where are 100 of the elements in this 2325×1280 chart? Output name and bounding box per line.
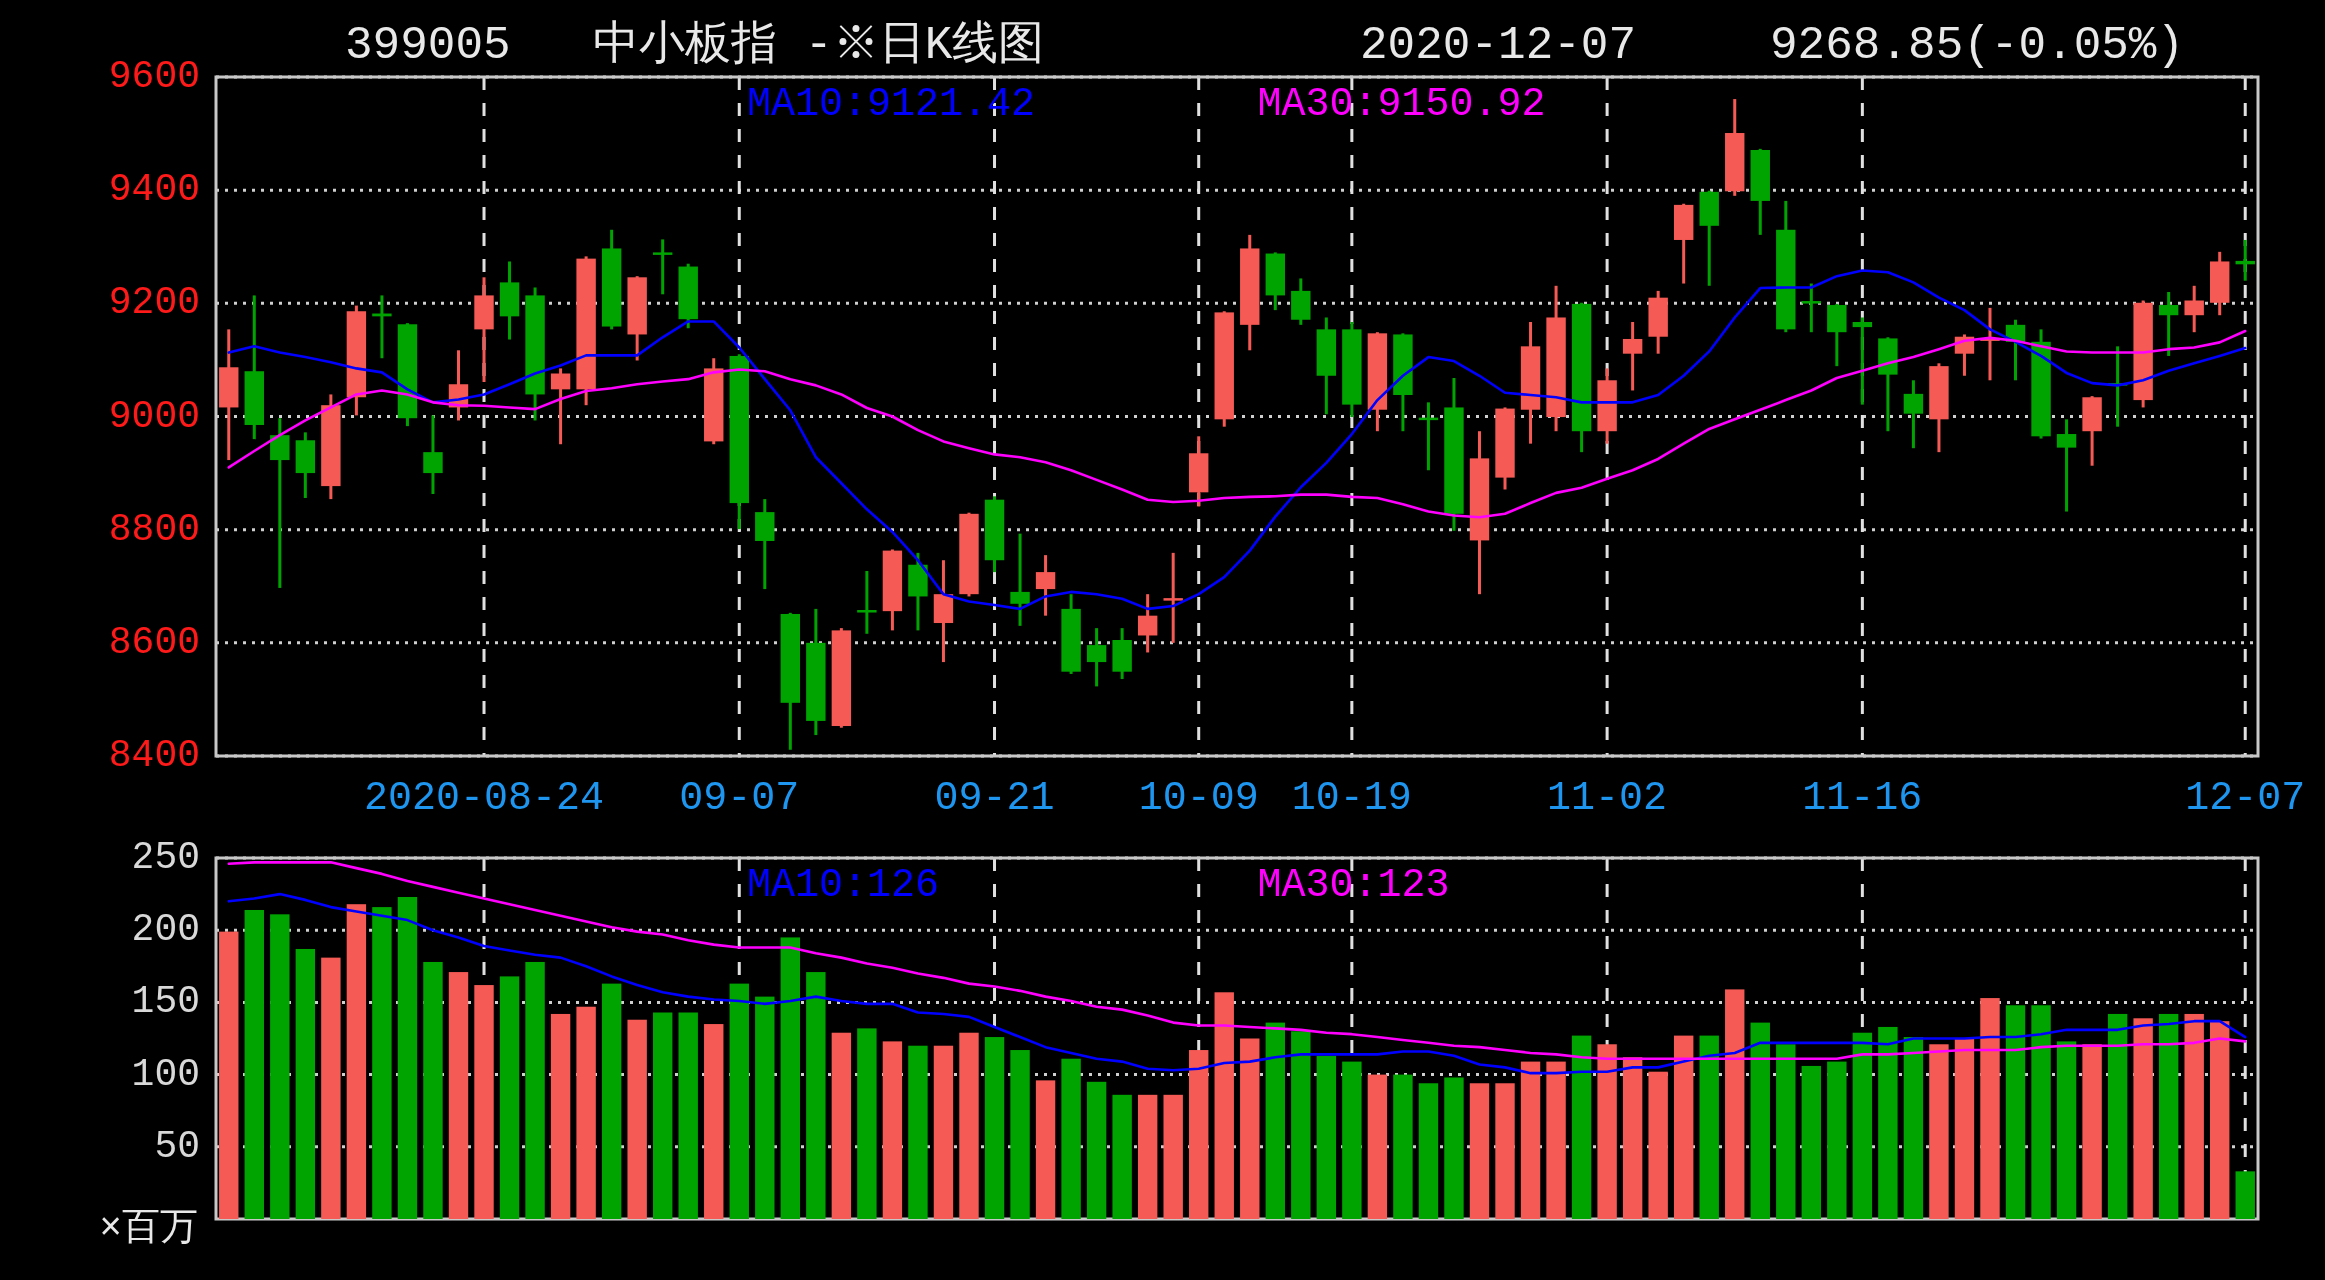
- x-tick-label: 09-21: [934, 775, 1055, 821]
- bar: [576, 1006, 596, 1219]
- bar: [1137, 1094, 1158, 1219]
- x-tick-label: 09-07: [679, 775, 800, 821]
- candlestick: [1801, 283, 1822, 334]
- candlestick: [1035, 555, 1056, 616]
- bar: [1827, 1061, 1847, 1219]
- bar: [244, 909, 264, 1219]
- bar: [2184, 1013, 2204, 1219]
- y-tick-label: 150: [131, 980, 200, 1024]
- bar: [1316, 1055, 1337, 1219]
- bar: [627, 1019, 647, 1219]
- candlestick: [1852, 317, 1873, 405]
- text: MA10:126: [746, 863, 939, 908]
- bar: [882, 1041, 903, 1219]
- bar: [550, 1013, 571, 1219]
- text: 2020-12-07: [1360, 20, 1637, 72]
- bar: [423, 961, 443, 1219]
- bar: [474, 985, 494, 1219]
- bar: [1801, 1065, 1822, 1219]
- bar: [1980, 998, 2000, 1219]
- x-tick-label: 10-09: [1138, 775, 1259, 821]
- y-tick-label: 9000: [108, 394, 200, 438]
- bar: [1903, 1037, 1924, 1219]
- bar: [704, 1024, 724, 1219]
- bar: [1061, 1058, 1081, 1219]
- bar: [1954, 1038, 1975, 1219]
- bar: [1673, 1035, 1694, 1219]
- bar: [1648, 1071, 1668, 1219]
- bar: [346, 904, 367, 1219]
- bar: [2031, 1005, 2051, 1219]
- bar: [2005, 1005, 2026, 1219]
- bar: [1189, 1050, 1209, 1219]
- bar: [1342, 1061, 1362, 1219]
- bar: [1495, 1083, 1515, 1219]
- chart-title: 399005 中小板指 -※日K线图: [345, 20, 1045, 72]
- candlestick: [1086, 628, 1107, 687]
- text: MA30:123: [1257, 863, 1450, 908]
- bar: [321, 957, 341, 1219]
- bar: [1750, 1022, 1770, 1219]
- candlestick: [1903, 380, 1924, 450]
- bar: [1393, 1074, 1413, 1219]
- bar: [678, 1012, 698, 1219]
- x-tick-label: 12-07: [2185, 775, 2306, 821]
- bar: [1035, 1080, 1056, 1219]
- candlestick: [2184, 284, 2204, 334]
- bar: [1929, 1044, 1949, 1219]
- bar: [1776, 1044, 1796, 1219]
- bar: [1086, 1081, 1107, 1219]
- y-tick-label: 8400: [108, 734, 200, 778]
- bar: [1010, 1050, 1030, 1219]
- bar: [525, 961, 545, 1219]
- bar: [219, 931, 239, 1219]
- candlestick: [1010, 533, 1030, 626]
- candlestick: [423, 415, 443, 495]
- bar: [2235, 1171, 2255, 1219]
- bar: [755, 996, 775, 1219]
- bar: [1163, 1094, 1183, 1219]
- bar: [2158, 1013, 2179, 1219]
- y-tick-label: 9400: [108, 168, 200, 212]
- text: MA30:9150.92: [1257, 82, 1546, 127]
- x-tick-label: 11-16: [1802, 775, 1923, 821]
- bar: [270, 914, 290, 1219]
- bar: [1469, 1083, 1490, 1219]
- bar: [2056, 1041, 2077, 1219]
- bar: [1367, 1074, 1388, 1219]
- bar: [984, 1037, 1005, 1219]
- bar: [1546, 1061, 1566, 1219]
- bar: [1597, 1044, 1617, 1219]
- bar: [831, 1032, 852, 1219]
- bar: [372, 907, 392, 1219]
- candlestick: [2158, 292, 2179, 356]
- text: MA10:9121.42: [746, 82, 1035, 127]
- bar: [397, 896, 418, 1219]
- bar: [2210, 1021, 2230, 1219]
- bar: [2107, 1013, 2128, 1219]
- candlestick: [550, 368, 571, 446]
- x-tick-label: 11-02: [1547, 775, 1668, 821]
- bar: [806, 972, 826, 1219]
- bar: [1699, 1035, 1719, 1219]
- bar: [2082, 1044, 2102, 1219]
- y-tick-label: 9200: [108, 281, 200, 325]
- bar: [1291, 1031, 1311, 1219]
- bar: [729, 983, 749, 1219]
- bar: [1571, 1035, 1592, 1219]
- bar: [1265, 1022, 1285, 1219]
- y-axis-title: ×百万: [99, 1207, 198, 1251]
- bar: [959, 1032, 979, 1219]
- candlestick: [1163, 551, 1183, 643]
- candlestick: [1622, 322, 1643, 391]
- bar: [2133, 1018, 2153, 1219]
- bar: [1418, 1083, 1439, 1219]
- bar: [857, 1028, 877, 1219]
- bar: [1240, 1038, 1260, 1219]
- y-tick-label: 100: [131, 1052, 200, 1096]
- bar: [1444, 1077, 1464, 1219]
- x-tick-label: 10-19: [1291, 775, 1412, 821]
- y-tick-label: 50: [154, 1124, 200, 1168]
- bar: [780, 937, 801, 1219]
- y-tick-label: 8800: [108, 507, 200, 551]
